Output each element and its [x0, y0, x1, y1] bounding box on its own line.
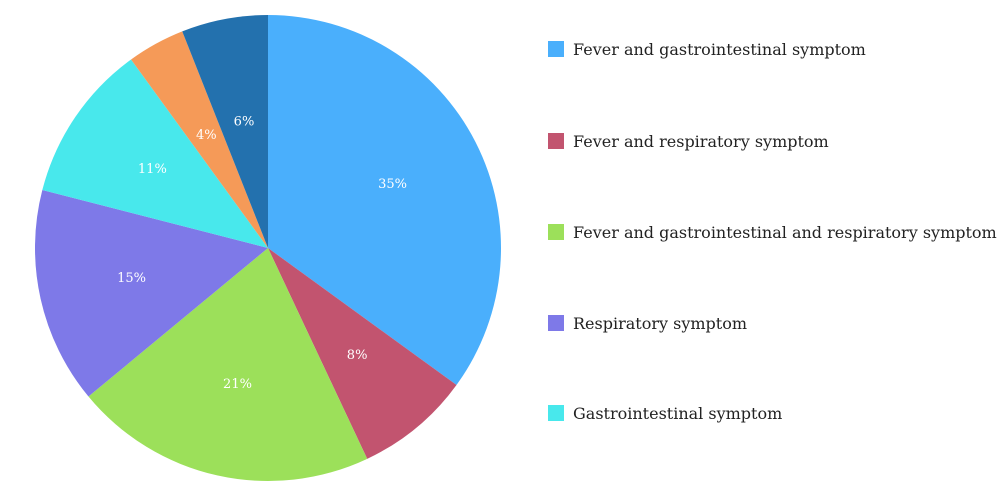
slice-percent-label: 15%	[117, 271, 146, 286]
pie-slice	[268, 248, 457, 459]
pie-slice	[88, 248, 368, 481]
legend-label: Fever and respiratory symptom	[573, 131, 829, 151]
pie-slice	[131, 31, 268, 249]
legend-label: Respiratory symptom	[573, 313, 748, 333]
slice-percent-label: 35%	[378, 177, 407, 192]
legend-label: Gastrointestinal symptom	[573, 403, 783, 423]
legend-item: Fever and gastrointestinal and respirato…	[548, 221, 997, 243]
legend-item: Gastrointestinal symptom	[548, 402, 782, 424]
slice-percent-label: 8%	[347, 348, 368, 363]
slice-percent-label: 11%	[138, 162, 167, 177]
legend-label: Fever and gastrointestinal and respirato…	[573, 222, 997, 242]
legend-item: Fever and respiratory symptom	[548, 130, 829, 152]
slice-percent-label: 4%	[196, 128, 217, 143]
pie-slice	[182, 15, 268, 248]
legend-label: Fever and gastrointestinal symptom	[573, 39, 866, 59]
legend-swatch	[548, 224, 564, 240]
legend-swatch	[548, 41, 564, 57]
slice-percent-label: 21%	[223, 377, 252, 392]
pie-slice	[42, 59, 268, 248]
legend-swatch	[548, 133, 564, 149]
legend-swatch	[548, 405, 564, 421]
legend-item: Fever and gastrointestinal symptom	[548, 38, 866, 60]
slice-percent-label: 6%	[234, 115, 255, 130]
legend-swatch	[548, 315, 564, 331]
chart-legend: Fever and gastrointestinal symptom Fever…	[548, 0, 1000, 490]
pie-chart: 35% 8% 21% 15% 11% 4% 6%	[34, 15, 501, 481]
pie-slice	[268, 15, 501, 385]
legend-item: Respiratory symptom	[548, 312, 747, 334]
pie-slice	[34, 190, 268, 397]
